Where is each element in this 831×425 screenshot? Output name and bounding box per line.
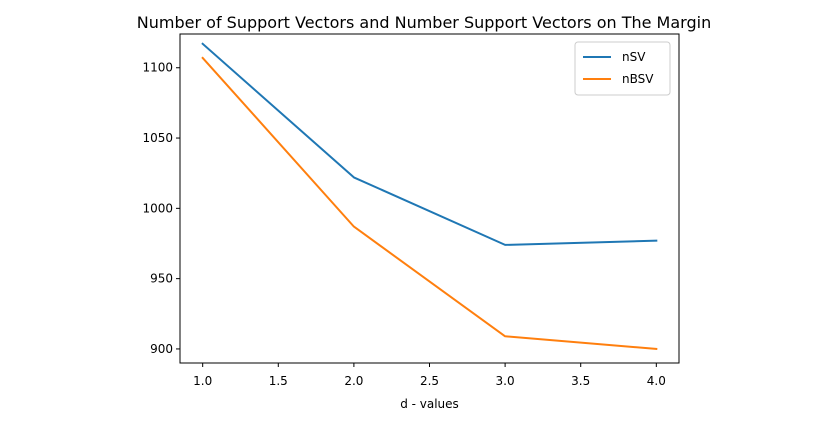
y-tick-label: 1050 [142, 131, 173, 145]
x-axis-label: d - values [400, 397, 459, 411]
x-tick-label: 1.5 [269, 374, 288, 388]
x-tick-label: 4.0 [647, 374, 666, 388]
legend-label-nBSV: nBSV [622, 72, 654, 86]
y-tick-label: 1000 [142, 201, 173, 215]
x-tick-label: 2.0 [344, 374, 363, 388]
legend: nSV nBSV [575, 42, 670, 95]
y-tick-label: 1100 [142, 61, 173, 75]
x-tick-label: 1.0 [193, 374, 212, 388]
x-tick-label: 3.0 [496, 374, 515, 388]
chart-title: Number of Support Vectors and Number Sup… [137, 13, 711, 32]
y-tick-label: 950 [150, 272, 173, 286]
x-tick-label: 2.5 [420, 374, 439, 388]
x-tick-label: 3.5 [571, 374, 590, 388]
legend-label-nSV: nSV [622, 50, 646, 64]
y-tick-label: 900 [150, 342, 173, 356]
series-line-nBSV [203, 58, 657, 349]
